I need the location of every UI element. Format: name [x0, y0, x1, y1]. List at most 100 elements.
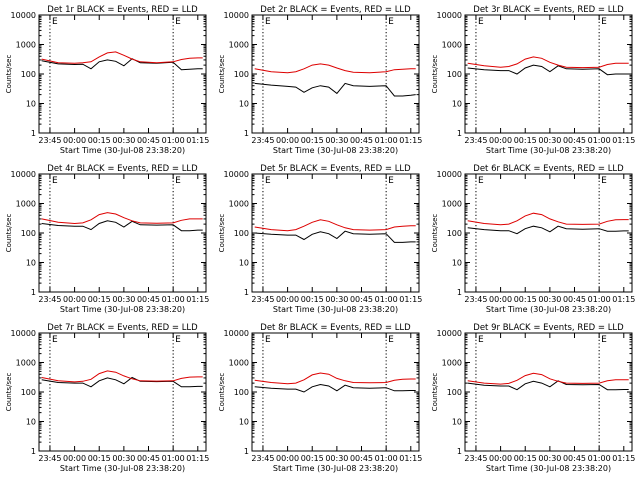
x-tick-label: 00:30 — [112, 295, 135, 304]
x-tick-label: 00:00 — [63, 454, 86, 463]
y-tick-label: 10000 — [437, 329, 462, 338]
lld-series-line — [41, 51, 203, 64]
y-axis-label: Counts/sec — [431, 214, 439, 253]
events-series-line — [41, 58, 203, 71]
y-tick-label: 100 — [447, 229, 462, 238]
y-tick-label: 1000 — [229, 41, 249, 50]
y-tick-label: 10000 — [224, 170, 249, 179]
x-tick-label: 00:30 — [112, 454, 135, 463]
x-tick-label: 01:00 — [162, 295, 185, 304]
events-series-line — [254, 383, 416, 393]
x-tick-label: 00:45 — [350, 454, 373, 463]
event-marker-label: E — [265, 17, 271, 27]
plot-frame — [251, 14, 420, 134]
x-tick-label: 23:45 — [251, 295, 274, 304]
y-tick-label: 1000 — [16, 200, 36, 209]
detector-panel: E E 1 10 100 1000 10000 23:45 00:00 00:15 00:30 00:… — [431, 323, 635, 473]
y-axis-label: Counts/sec — [218, 373, 226, 412]
x-tick-label: 23:45 — [464, 295, 487, 304]
y-tick-label: 10 — [26, 259, 36, 268]
y-tick-label: 10000 — [437, 170, 462, 179]
plot-frame — [251, 173, 420, 293]
x-tick-label: 23:45 — [38, 295, 61, 304]
panel-title: Det 3r BLACK = Events, RED = LLD — [473, 5, 624, 15]
y-tick-label: 10000 — [11, 11, 36, 20]
x-tick-label: 01:00 — [588, 295, 611, 304]
x-tick-label: 00:15 — [88, 295, 111, 304]
y-tick-label: 10 — [239, 259, 249, 268]
x-tick-label: 01:00 — [588, 454, 611, 463]
detector-panel: E E 1 10 100 1000 10000 23:45 00:00 00:15 00:30 00:… — [218, 323, 422, 473]
x-tick-label: 00:15 — [514, 454, 537, 463]
panel-title: Det 7r BLACK = Events, RED = LLD — [47, 323, 198, 333]
event-marker-label: E — [52, 176, 58, 186]
event-marker-label: E — [265, 335, 271, 345]
event-marker-label: E — [175, 335, 181, 345]
event-marker-label: E — [478, 17, 484, 27]
x-tick-label: 00:00 — [63, 136, 86, 145]
plot-frame — [38, 332, 207, 452]
y-axis-label: Counts/sec — [431, 55, 439, 94]
y-tick-label: 1000 — [442, 41, 462, 50]
events-series-line — [467, 64, 629, 76]
y-tick-label: 10 — [239, 418, 249, 427]
x-tick-label: 00:00 — [63, 295, 86, 304]
lld-series-line — [254, 63, 416, 74]
lld-series-line — [254, 372, 416, 385]
panel-title: Det 6r BLACK = Events, RED = LLD — [473, 164, 624, 174]
event-marker-label: E — [52, 335, 58, 345]
y-tick-label: 10000 — [11, 329, 36, 338]
y-tick-label: 1000 — [16, 41, 36, 50]
events-series-line — [41, 220, 203, 232]
detector-panel: E E 1 10 100 1000 10000 23:45 00:00 00:15 00:30 00:… — [5, 323, 209, 473]
x-tick-label: 01:00 — [375, 295, 398, 304]
y-tick-label: 100 — [21, 388, 36, 397]
event-marker-label: E — [601, 17, 607, 27]
y-tick-label: 1 — [244, 447, 249, 456]
x-tick-label: 00:30 — [325, 136, 348, 145]
x-tick-label: 00:30 — [325, 295, 348, 304]
x-tick-label: 01:00 — [162, 136, 185, 145]
events-series-line — [254, 230, 416, 243]
y-tick-label: 1 — [244, 129, 249, 138]
y-tick-label: 10000 — [437, 11, 462, 20]
x-tick-label: 01:15 — [612, 454, 635, 463]
x-tick-label: 00:30 — [538, 295, 561, 304]
y-tick-label: 100 — [21, 229, 36, 238]
event-marker-label: E — [388, 17, 394, 27]
x-tick-label: 00:30 — [538, 454, 561, 463]
y-axis-label: Counts/sec — [5, 55, 13, 94]
x-tick-label: 00:15 — [301, 295, 324, 304]
y-tick-label: 10 — [452, 259, 462, 268]
x-tick-label: 01:15 — [186, 295, 209, 304]
y-axis-label: Counts/sec — [5, 373, 13, 412]
detector-panel: E E 1 10 100 1000 10000 23:45 00:00 00:15 00:30 00:… — [5, 164, 209, 314]
x-tick-label: 00:15 — [88, 136, 111, 145]
events-series-line — [254, 82, 416, 97]
y-tick-label: 1 — [457, 129, 462, 138]
plot-frame — [464, 332, 633, 452]
x-tick-label: 00:00 — [276, 295, 299, 304]
event-marker-label: E — [388, 335, 394, 345]
x-tick-label: 01:15 — [612, 136, 635, 145]
y-tick-label: 1 — [457, 288, 462, 297]
y-tick-label: 100 — [21, 70, 36, 79]
y-tick-label: 1000 — [442, 200, 462, 209]
detector-panel: E E 1 10 100 1000 10000 23:45 00:00 00:15 00:30 00:… — [431, 164, 635, 314]
x-axis-label: Start Time (30-Jul-08 23:38:20) — [273, 305, 398, 314]
y-tick-label: 10 — [26, 100, 36, 109]
y-axis-label: Counts/sec — [218, 214, 226, 253]
y-tick-label: 100 — [234, 388, 249, 397]
lld-series-line — [467, 56, 629, 69]
y-tick-label: 1 — [31, 288, 36, 297]
x-tick-label: 01:00 — [162, 454, 185, 463]
x-tick-label: 23:45 — [464, 136, 487, 145]
x-tick-label: 01:00 — [588, 136, 611, 145]
detector-panel: E E 1 10 100 1000 10000 23:45 00:00 00:15 00:30 00:… — [218, 5, 422, 155]
y-tick-label: 10 — [26, 418, 36, 427]
plot-frame — [38, 14, 207, 134]
detector-panel: E E 1 10 100 1000 10000 23:45 00:00 00:15 00:30 00:… — [5, 5, 209, 155]
event-marker-label: E — [601, 335, 607, 345]
x-tick-label: 00:45 — [137, 454, 160, 463]
